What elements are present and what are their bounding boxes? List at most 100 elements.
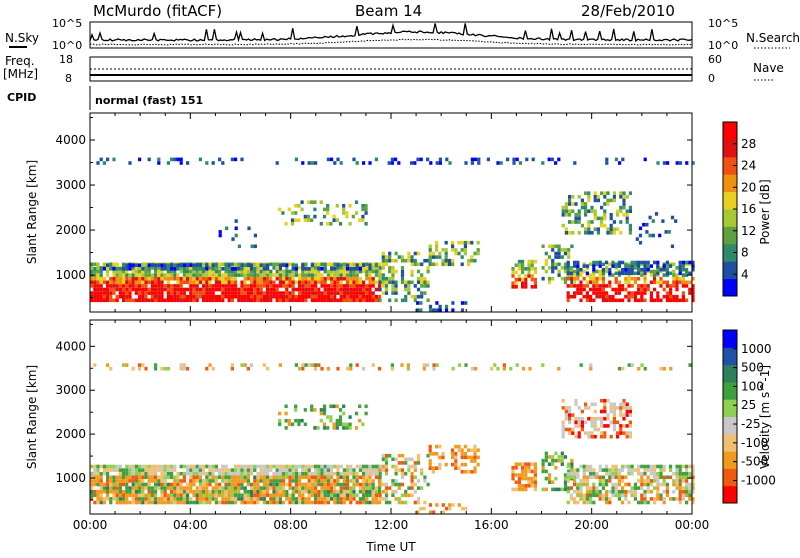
power-cell xyxy=(416,262,421,267)
velocity-cell xyxy=(428,448,432,452)
nsky-frame xyxy=(89,21,693,49)
velocity-cell xyxy=(186,482,190,487)
velocity-cell xyxy=(435,466,439,470)
power-cell xyxy=(115,276,119,281)
power-cell xyxy=(313,200,317,204)
power-cell xyxy=(250,244,254,249)
velocity-cell xyxy=(285,471,289,476)
velocity-cell xyxy=(681,479,685,483)
power-cell xyxy=(314,273,318,277)
power-cell xyxy=(561,205,565,210)
power-cell xyxy=(514,281,518,285)
power-cell xyxy=(619,191,623,195)
velocity-cell xyxy=(294,468,298,472)
power-cell xyxy=(346,284,350,288)
power-cell xyxy=(144,266,148,270)
velocity-cell xyxy=(259,486,263,490)
velocity-cell xyxy=(314,366,318,371)
velocity-cell xyxy=(339,475,343,480)
velocity-cell xyxy=(435,363,439,367)
power-cell xyxy=(275,294,279,299)
velocity-cell xyxy=(313,426,317,430)
power-cell xyxy=(96,298,100,303)
power-cell xyxy=(333,276,337,281)
velocity-cell xyxy=(653,479,657,483)
power-cell xyxy=(630,291,634,295)
power-cell xyxy=(378,266,382,270)
power-cell xyxy=(102,280,106,285)
power-cell xyxy=(388,255,392,259)
velocity-cell xyxy=(326,482,330,487)
power-cell xyxy=(243,284,247,288)
power-cell xyxy=(617,287,621,292)
velocity-cell xyxy=(330,471,334,476)
velocity-cell xyxy=(368,464,372,469)
power-cell xyxy=(381,258,385,263)
velocity-cell xyxy=(141,475,145,480)
velocity-cell xyxy=(573,479,577,483)
velocity-cell xyxy=(278,468,282,472)
power-cell xyxy=(243,291,247,295)
velocity-cell xyxy=(314,363,318,367)
power-cell xyxy=(262,267,266,271)
colorbar-tick-label: 4 xyxy=(741,267,749,281)
velocity-cell xyxy=(587,406,591,410)
velocity-cell xyxy=(426,363,430,367)
colorbar-tick-label: 100 xyxy=(741,379,764,393)
power-cell xyxy=(96,273,100,277)
power-cell xyxy=(259,291,263,295)
velocity-cell xyxy=(441,455,445,460)
velocity-cell xyxy=(614,471,618,476)
velocity-cell xyxy=(294,471,298,476)
velocity-cell xyxy=(407,493,411,498)
power-cell xyxy=(106,266,110,270)
velocity-cell xyxy=(179,479,183,483)
velocity-cell xyxy=(138,500,142,505)
power-cell xyxy=(576,287,580,292)
power-cell xyxy=(90,269,94,274)
velocity-cell xyxy=(595,493,599,498)
power-cell xyxy=(285,276,289,281)
power-cell xyxy=(554,262,558,267)
power-cell xyxy=(352,280,356,285)
power-cell xyxy=(390,157,394,162)
power-cell xyxy=(106,269,110,274)
power-cell xyxy=(122,276,126,281)
velocity-cell xyxy=(633,482,637,487)
power-cell xyxy=(138,269,142,274)
power-cell xyxy=(154,273,158,277)
power-cell xyxy=(211,291,215,295)
power-cell xyxy=(524,274,528,278)
velocity-cell xyxy=(294,486,298,490)
velocity-cell xyxy=(205,486,209,490)
colorbar-swatch xyxy=(723,451,737,469)
power-cell xyxy=(664,230,668,234)
velocity-cell xyxy=(568,406,572,410)
power-cell xyxy=(512,157,516,162)
velocity-cell xyxy=(428,510,433,514)
velocity-cell xyxy=(579,493,583,498)
power-cell xyxy=(630,271,634,276)
velocity-cell xyxy=(397,486,401,490)
power-cell xyxy=(291,263,295,267)
power-cell xyxy=(128,161,132,165)
velocity-cell xyxy=(394,497,398,501)
velocity-cell xyxy=(125,471,129,476)
velocity-cell xyxy=(173,489,177,494)
velocity-cell xyxy=(589,493,593,498)
velocity-cell xyxy=(134,489,138,494)
velocity-cell xyxy=(147,468,151,472)
power-cell xyxy=(96,291,100,295)
velocity-cell xyxy=(659,464,663,469)
velocity-cell xyxy=(186,471,190,476)
power-cell xyxy=(371,276,375,281)
power-cell xyxy=(218,298,222,303)
power-cell xyxy=(605,266,609,270)
power-cell xyxy=(633,291,637,295)
velocity-cell xyxy=(628,434,632,439)
velocity-cell xyxy=(170,486,174,490)
velocity-cell xyxy=(202,489,206,494)
velocity-cell xyxy=(205,366,209,371)
power-cell xyxy=(574,202,578,206)
